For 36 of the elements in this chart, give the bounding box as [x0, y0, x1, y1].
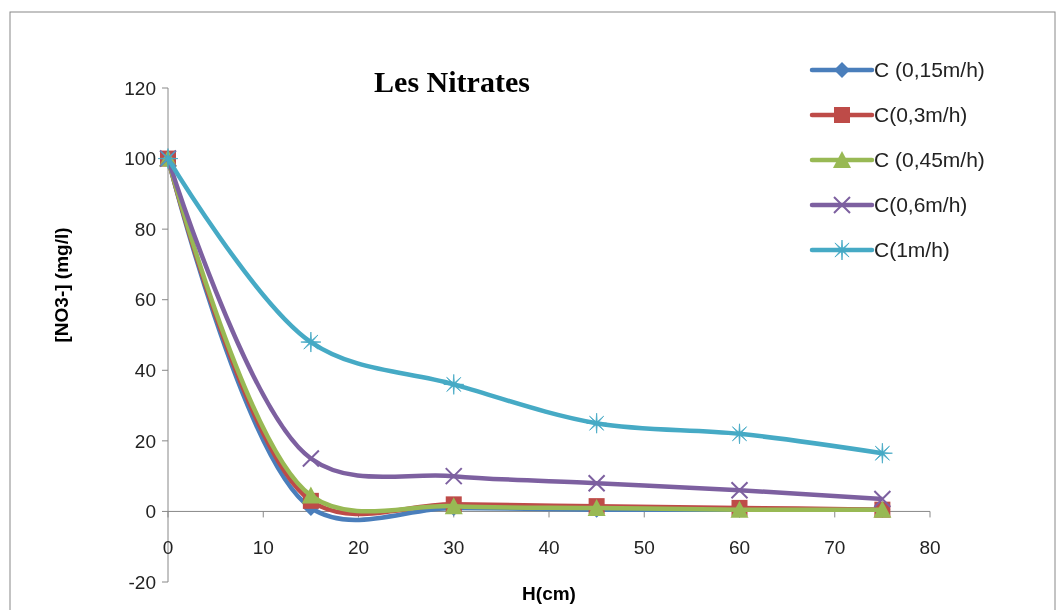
- x-tick-label: 80: [919, 537, 941, 559]
- y-tick-label: 20: [134, 430, 156, 452]
- point: [587, 474, 606, 493]
- x-tick-label: 30: [443, 537, 465, 559]
- point: [729, 423, 750, 445]
- x-tick-label: 70: [824, 537, 846, 559]
- point: [444, 467, 463, 486]
- point: [301, 486, 320, 504]
- chart-title: Les Nitrates: [374, 65, 530, 98]
- point: [586, 412, 608, 434]
- y-tick-label: 40: [134, 359, 156, 381]
- point: [873, 490, 892, 509]
- x-tick-label: 0: [162, 537, 174, 559]
- legend-label: C (0,45m/h): [874, 148, 985, 172]
- y-tick-label: 80: [134, 218, 156, 240]
- x-tick-label: 20: [347, 537, 370, 559]
- point: [730, 481, 749, 500]
- legend-label: C(0,3m/h): [874, 103, 968, 127]
- point: [871, 442, 893, 464]
- legend-label: C(1m/h): [874, 238, 950, 262]
- y-tick-label: 60: [134, 289, 156, 311]
- y-tick-label: -20: [128, 571, 156, 593]
- y-tick-label: 100: [124, 148, 156, 170]
- x-tick-label: 50: [633, 537, 655, 559]
- y-tick-label: 120: [124, 77, 156, 99]
- x-tick-label: 60: [728, 537, 751, 559]
- point: [300, 331, 322, 353]
- legend-label: C (0,15m/h): [874, 58, 985, 82]
- x-axis-title: H(cm): [522, 583, 576, 604]
- point: [443, 374, 465, 395]
- y-tick-label: 0: [145, 501, 156, 523]
- x-tick-label: 40: [538, 537, 560, 559]
- legend-label: C(0,6m/h): [874, 193, 968, 217]
- x-tick-label: 10: [252, 537, 274, 559]
- y-axis-title: [NO3-] (mg/l): [51, 227, 72, 343]
- point: [301, 449, 320, 468]
